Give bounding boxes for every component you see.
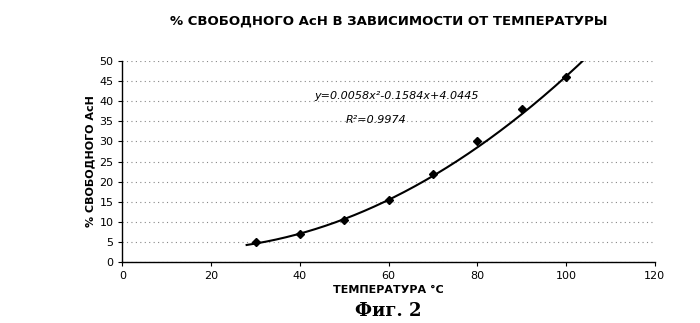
Y-axis label: % СВОБОДНОГО АсН: % СВОБОДНОГО АсН <box>85 96 95 227</box>
Text: % СВОБОДНОГО АсН В ЗАВИСИМОСТИ ОТ ТЕМПЕРАТУРЫ: % СВОБОДНОГО АсН В ЗАВИСИМОСТИ ОТ ТЕМПЕР… <box>170 15 608 27</box>
Text: y=0.0058x²-0.1584x+4.0445: y=0.0058x²-0.1584x+4.0445 <box>314 91 479 101</box>
Text: Фиг. 2: Фиг. 2 <box>356 302 421 320</box>
X-axis label: ТЕМПЕРАТУРА °С: ТЕМПЕРАТУРА °С <box>333 285 444 295</box>
Text: R²=0.9974: R²=0.9974 <box>346 115 407 125</box>
